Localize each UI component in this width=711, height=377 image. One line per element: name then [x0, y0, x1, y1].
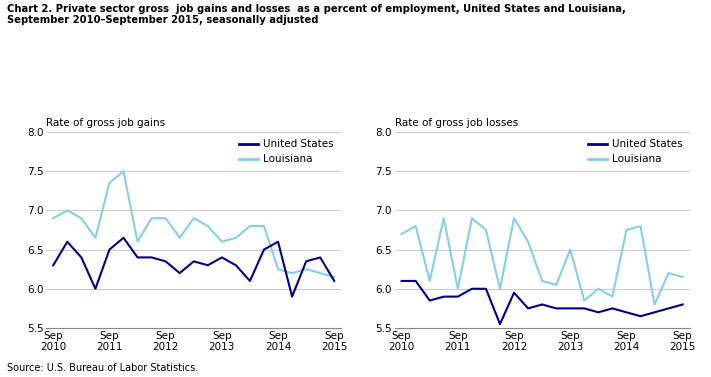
- Text: Rate of gross job losses: Rate of gross job losses: [395, 118, 518, 128]
- Text: Rate of gross job gains: Rate of gross job gains: [46, 118, 166, 128]
- Legend: United States, Louisiana: United States, Louisiana: [235, 135, 338, 169]
- Text: Chart 2. Private sector gross  job gains and losses  as a percent of employment,: Chart 2. Private sector gross job gains …: [7, 4, 626, 25]
- Text: Source: U.S. Bureau of Labor Statistics.: Source: U.S. Bureau of Labor Statistics.: [7, 363, 198, 373]
- Legend: United States, Louisiana: United States, Louisiana: [584, 135, 687, 169]
